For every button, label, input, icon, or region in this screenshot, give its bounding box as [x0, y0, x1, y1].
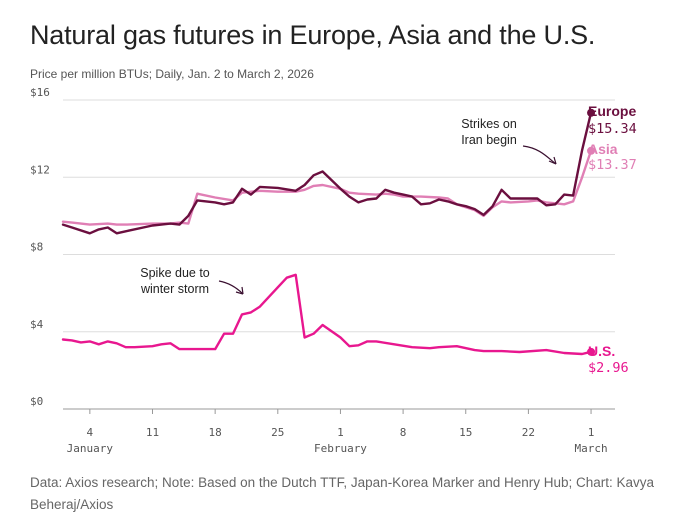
series-end-dot-asia: [587, 146, 596, 155]
chart-subtitle: Price per million BTUs; Daily, Jan. 2 to…: [30, 67, 314, 81]
series-end-dot-europe: [587, 108, 596, 117]
annotation-arrowhead: [235, 286, 244, 295]
annotation-arrow: [218, 280, 244, 295]
x-tick-label: 8: [400, 426, 407, 439]
x-tick-label: 18: [209, 426, 222, 439]
x-tick-label: 25: [271, 426, 284, 439]
x-tick-label: 1: [337, 426, 344, 439]
x-tick-label: 22: [522, 426, 535, 439]
series-label-u-s: U.S.: [588, 343, 615, 359]
series-line-asia: [61, 149, 593, 226]
series-label-europe: Europe: [588, 103, 636, 119]
chart-footer-note: Data: Axios research; Note: Based on the…: [30, 475, 655, 512]
series-value-europe: $15.34: [588, 121, 637, 137]
x-tick-label: 11: [146, 426, 159, 439]
x-month-label: January: [67, 442, 114, 455]
annotation-text: Iran begin: [461, 133, 517, 147]
annotation-text: Strikes on: [461, 117, 517, 131]
series-value-u-s: $2.96: [588, 360, 629, 376]
annotation-text: Spike due to: [140, 266, 210, 280]
annotation-arrowhead: [548, 156, 557, 165]
x-month-label: February: [314, 442, 367, 455]
series-value-asia: $13.37: [588, 157, 637, 173]
y-tick-label: $0: [30, 395, 43, 408]
series-label-asia: Asia: [588, 141, 618, 157]
x-tick-label: 1: [588, 426, 595, 439]
annotation-text: winter storm: [140, 282, 209, 296]
y-tick-label: $8: [30, 241, 43, 254]
x-tick-label: 4: [87, 426, 94, 439]
chart-title: Natural gas futures in Europe, Asia and …: [30, 20, 596, 50]
series-end-dot-u-s: [587, 347, 596, 356]
x-tick-label: 15: [459, 426, 472, 439]
y-tick-label: $16: [30, 86, 50, 99]
series-line-europe: [61, 111, 593, 235]
series-line-u-s: [61, 273, 593, 356]
y-tick-label: $12: [30, 163, 50, 176]
x-month-label: March: [574, 442, 607, 455]
annotation-arrow: [522, 145, 557, 165]
y-tick-label: $4: [30, 318, 44, 331]
